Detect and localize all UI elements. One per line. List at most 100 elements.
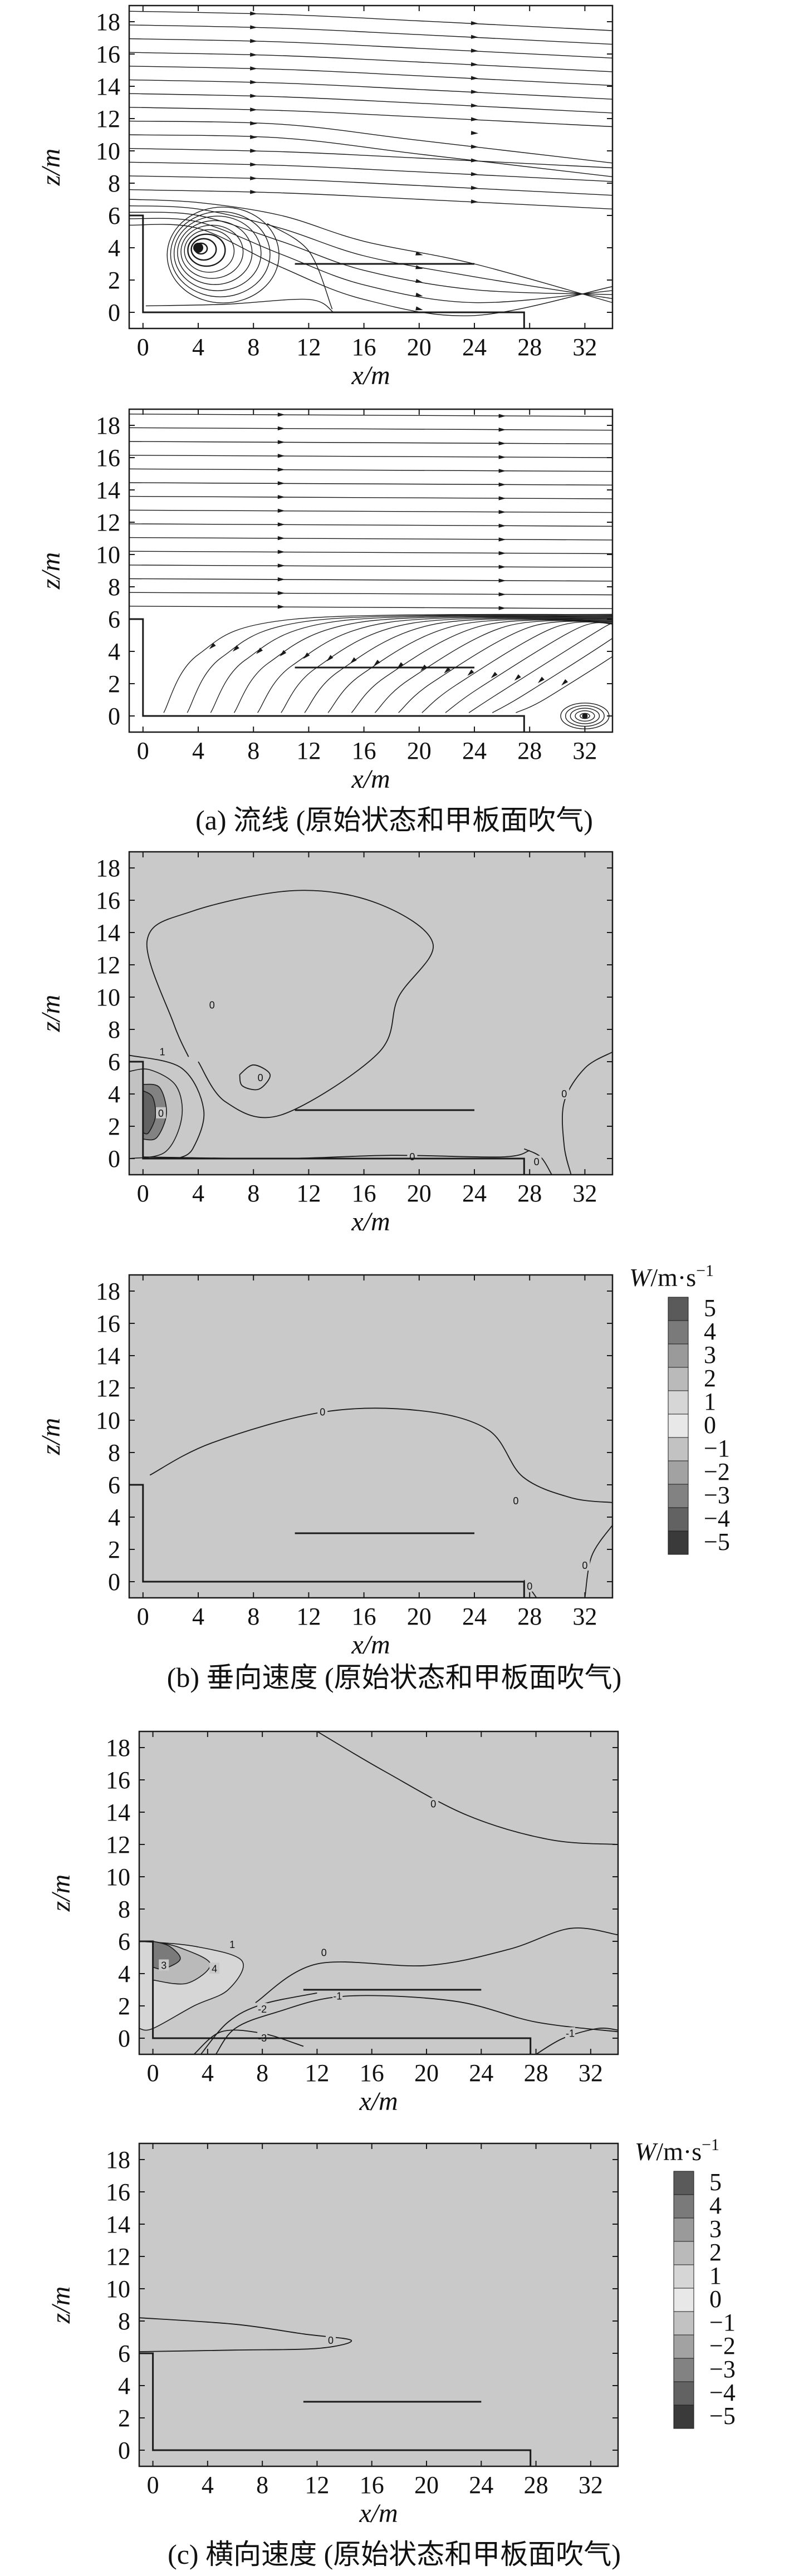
streamline [129,107,612,127]
ship-outline [129,1061,525,1175]
contour-label-bg [156,1107,166,1118]
x-tick-label: 4 [192,1180,204,1207]
streamline [374,620,612,713]
streamline-arrow [277,522,285,527]
y-tick-label: 14 [106,2211,130,2238]
x-axis-label: x/m [359,2499,398,2528]
contour-label: 1 [160,1047,165,1058]
streamline [129,66,612,86]
vortex-ring [177,220,253,285]
legend-level: −4 [704,1505,730,1532]
axes-frame [138,2142,619,2467]
streamline [129,565,612,568]
legend-level: 0 [709,2285,722,2313]
contour-label-bg [255,1072,266,1083]
streamline-arrow [326,655,334,661]
streamline-arrow [491,671,498,679]
y-tick-label: 12 [96,509,120,536]
contour-label-bg [326,2334,336,2346]
y-axis-label: z/m [36,552,66,590]
ship-outline [129,618,525,732]
axes-frame [128,851,614,1176]
contour-label: 0 [513,1495,518,1507]
ship-outline [139,1940,532,2054]
x-tick-label: 0 [147,2059,159,2087]
contour-label: 0 [527,1581,532,1592]
streamline-arrow [277,549,285,554]
y-tick-label: 12 [96,105,120,133]
y-tick-label: 8 [108,170,120,197]
streamline [129,578,612,582]
streamline-arrow [498,414,506,418]
contour-label: 0 [158,1108,164,1119]
streamline-arrow [350,657,357,664]
legend-level: 3 [709,2215,722,2243]
x-tick-label: 16 [352,1603,376,1630]
streamline-arrow [250,25,258,30]
streamline-arrow [415,251,423,256]
streamline-arrow [277,413,285,417]
legend-swatch [673,2405,694,2429]
streamline-arrow [471,199,478,204]
contour-line [129,1054,205,1159]
y-tick-label: 6 [118,2340,130,2367]
plot-area-a2 [129,413,612,732]
contour-label-bg [317,1406,328,1417]
y-tick-label: 18 [96,412,120,439]
contour-label: -2 [258,2004,267,2015]
legend-level: −2 [709,2332,736,2359]
streamline-arrow [277,426,285,431]
vortex-ring [575,710,595,722]
streamline [129,120,612,164]
streamline [129,606,612,609]
x-tick-label: 24 [469,2059,493,2087]
y-tick-label: 16 [106,2178,130,2206]
legend-swatch [668,1530,689,1555]
vortex-ring [187,233,226,267]
streamline [304,618,612,713]
x-tick-label: 16 [360,2059,384,2087]
legend-level: −4 [709,2379,736,2406]
y-tick-label: 2 [118,2405,130,2432]
streamline-arrow [471,76,478,80]
x-tick-label: 24 [462,333,487,361]
y-tick-label: 2 [108,670,120,698]
y-tick-label: 8 [118,2308,130,2335]
streamline [129,161,612,182]
legend-level: −2 [704,1458,730,1485]
y-tick-label: 10 [106,1863,130,1891]
y-tick-label: 0 [108,1568,120,1596]
x-tick-label: 0 [137,737,149,764]
streamline-arrow [250,121,258,126]
y-tick-label: 8 [108,1439,120,1466]
streamline-arrow [467,669,474,676]
x-tick-label: 32 [579,2059,603,2087]
y-tick-label: 6 [108,1048,120,1076]
streamline-arrow [277,536,285,541]
x-tick-label: 12 [305,2471,329,2499]
streamline [281,617,612,713]
streamline-arrow [250,52,258,57]
vortex-ring [166,207,280,303]
ship-outline [129,1484,525,1598]
streamline-arrow [250,38,258,43]
y-tick-label: 16 [96,887,120,914]
contour-label-bg [159,1959,169,1971]
x-tick-label: 8 [247,1603,259,1630]
y-tick-label: 18 [106,2146,130,2173]
contour-label: 0 [328,2335,334,2346]
contour-line [146,890,434,1118]
y-tick-label: 18 [96,8,120,36]
streamline [468,623,612,713]
x-tick-label: 4 [192,1603,204,1630]
y-tick-label: 16 [96,1310,120,1337]
streamline [129,24,612,45]
x-tick-label: 0 [137,1180,149,1207]
streamline-arrow [256,647,263,654]
axes-frame [128,1274,614,1599]
contour-label: 3 [161,1960,166,1971]
